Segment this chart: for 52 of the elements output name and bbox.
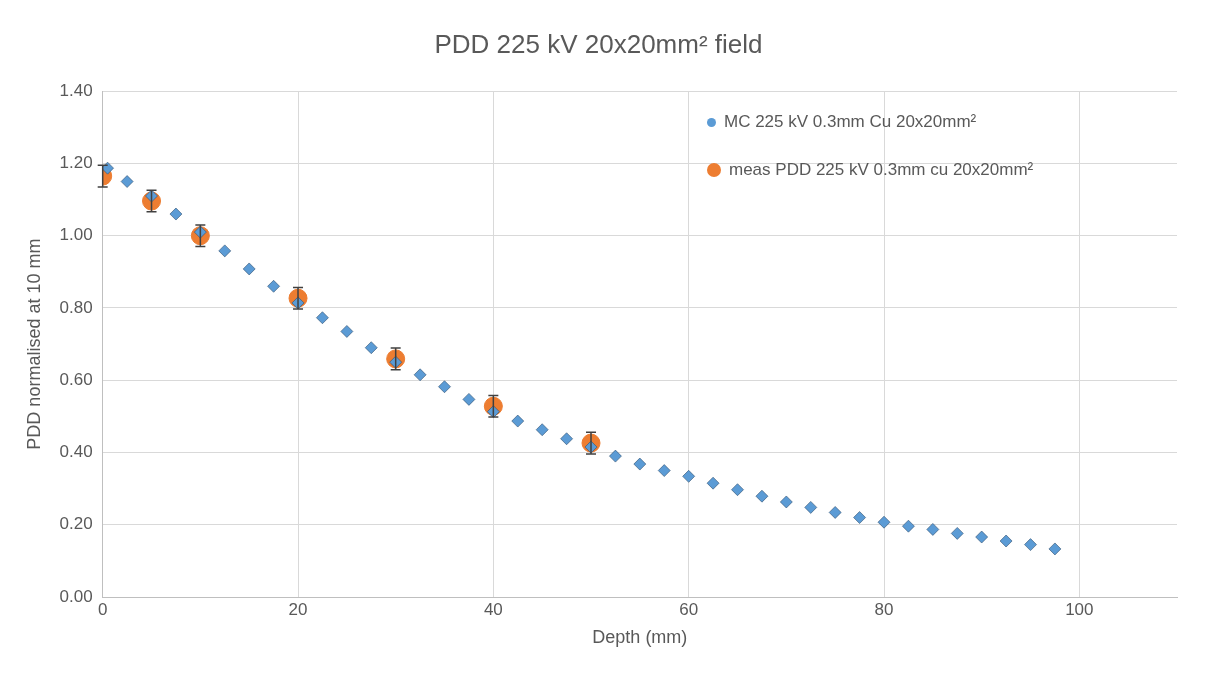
point: [804, 501, 818, 514]
point: [706, 476, 720, 490]
point: [780, 495, 793, 509]
point: [218, 244, 232, 258]
point: [828, 506, 842, 519]
x-tick-label: 80: [874, 599, 894, 619]
point: [633, 457, 647, 471]
x-tick-label: 100: [1065, 599, 1094, 619]
point: [926, 523, 940, 536]
point: [316, 311, 329, 325]
x-tick-label: 0: [97, 599, 108, 619]
point: [242, 262, 256, 276]
point: [853, 511, 866, 524]
y-tick-label: 1.00: [59, 225, 93, 245]
y-tick-label: 1.20: [59, 153, 93, 173]
point: [413, 368, 427, 382]
x-tick-label: 20: [288, 599, 308, 619]
point: [120, 175, 134, 188]
y-tick-label: 0.80: [59, 297, 93, 317]
point: [682, 470, 695, 483]
point: [462, 393, 476, 406]
point: [731, 483, 744, 496]
y-axis-title: PDD normalised at 10 mm: [23, 238, 44, 450]
point: [1048, 542, 1062, 556]
point: [438, 380, 451, 394]
point: [657, 464, 671, 477]
point: [755, 489, 769, 503]
point: [340, 325, 354, 338]
point: [1024, 538, 1037, 551]
point: [535, 423, 549, 437]
point: [364, 341, 378, 355]
point: [511, 414, 525, 428]
y-tick-label: 1.40: [59, 80, 93, 100]
point: [999, 534, 1013, 548]
y-tick-label: 0.40: [59, 442, 93, 462]
point: [609, 449, 622, 463]
point: [950, 527, 964, 540]
point: [560, 432, 573, 446]
point: [267, 279, 280, 293]
point: [975, 530, 988, 544]
x-tick-label: 60: [679, 599, 699, 619]
point: [902, 519, 915, 533]
y-tick-label: 0.20: [59, 514, 93, 534]
point: [169, 207, 183, 221]
legend-label: MC 225 kV 0.3mm Cu 20x20mm²: [724, 111, 977, 134]
x-tick-label: 40: [483, 599, 503, 619]
y-tick-label: 0.00: [59, 586, 93, 606]
x-axis-title: Depth (mm): [592, 627, 688, 648]
point: [877, 515, 891, 529]
legend-label: meas PDD 225 kV 0.3mm cu 20x20mm²: [729, 159, 1034, 182]
chart-title: PDD 225 kV 20x20mm² field: [434, 28, 763, 59]
y-tick-label: 0.60: [59, 369, 93, 389]
